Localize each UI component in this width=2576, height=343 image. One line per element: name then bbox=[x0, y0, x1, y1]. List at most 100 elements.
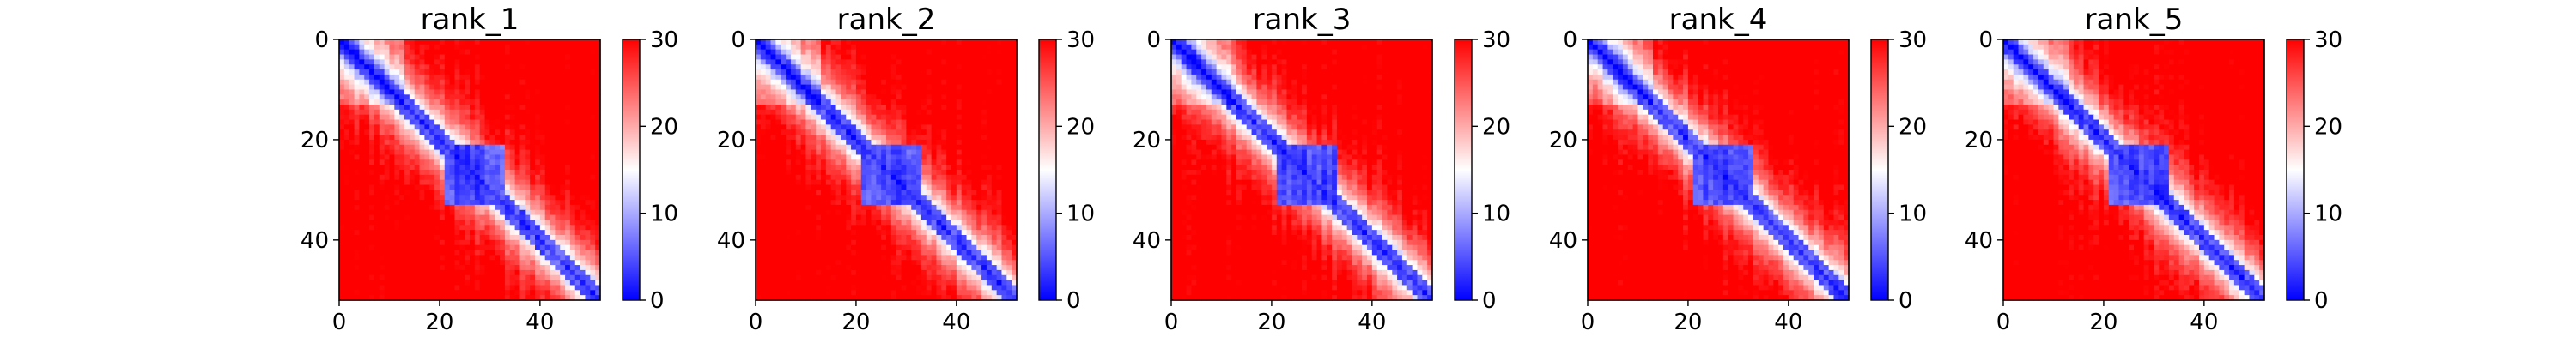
heatmap-cell bbox=[454, 250, 460, 256]
heatmap-cell bbox=[851, 39, 857, 45]
heatmap-cell bbox=[890, 200, 897, 206]
heatmap-cell bbox=[770, 170, 776, 176]
heatmap-cell bbox=[565, 89, 571, 95]
heatmap-cell bbox=[841, 109, 847, 116]
heatmap-cell bbox=[354, 124, 360, 130]
heatmap-cell bbox=[409, 204, 416, 211]
heatmap-cell bbox=[555, 174, 561, 181]
heatmap-cell bbox=[956, 165, 963, 171]
heatmap-cell bbox=[590, 79, 596, 86]
heatmap-cell bbox=[881, 209, 887, 216]
heatmap-cell bbox=[790, 184, 797, 190]
heatmap-cell bbox=[996, 149, 1003, 156]
heatmap-cell bbox=[876, 144, 882, 151]
heatmap-cell bbox=[920, 220, 927, 226]
heatmap-cell bbox=[830, 195, 837, 201]
heatmap-cell bbox=[470, 250, 476, 256]
heatmap-cell bbox=[399, 295, 405, 301]
heatmap-cell bbox=[961, 84, 968, 91]
heatmap-cell bbox=[495, 250, 501, 256]
heatmap-cell bbox=[580, 39, 586, 45]
heatmap-cell bbox=[1012, 119, 1018, 125]
heatmap-cell bbox=[474, 255, 481, 261]
heatmap-cell bbox=[379, 235, 386, 241]
heatmap-cell bbox=[951, 49, 957, 56]
heatmap-cell bbox=[339, 200, 345, 206]
heatmap-cell bbox=[1012, 230, 1018, 236]
heatmap-cell bbox=[951, 99, 957, 105]
heatmap-cell bbox=[465, 124, 471, 130]
heatmap-cell bbox=[800, 204, 807, 211]
heatmap-cell bbox=[906, 184, 912, 190]
heatmap-cell bbox=[530, 89, 536, 95]
heatmap-cell bbox=[399, 184, 405, 190]
heatmap-cell bbox=[795, 170, 802, 176]
heatmap-cell bbox=[409, 135, 416, 141]
heatmap-cell bbox=[811, 195, 817, 201]
heatmap-cell bbox=[996, 39, 1003, 45]
heatmap-cell bbox=[986, 99, 993, 105]
heatmap-cell bbox=[830, 174, 837, 181]
heatmap-cell bbox=[971, 195, 977, 201]
heatmap-cell bbox=[474, 105, 481, 111]
heatmap-cell bbox=[1012, 74, 1018, 81]
heatmap-cell bbox=[946, 129, 952, 135]
heatmap-cell bbox=[509, 235, 516, 241]
heatmap-cell bbox=[580, 204, 586, 211]
heatmap-cell bbox=[860, 94, 867, 100]
heatmap-cell bbox=[419, 154, 425, 160]
heatmap-cell bbox=[911, 225, 917, 231]
heatmap-cell bbox=[399, 99, 405, 105]
heatmap-cell bbox=[956, 44, 963, 51]
heatmap-cell bbox=[976, 94, 982, 100]
heatmap-cell bbox=[414, 200, 421, 206]
heatmap-cell bbox=[871, 170, 877, 176]
heatmap-cell bbox=[996, 190, 1003, 196]
heatmap-cell bbox=[495, 225, 501, 231]
heatmap-cell bbox=[765, 39, 772, 45]
heatmap-cell bbox=[444, 165, 451, 171]
heatmap-cell bbox=[941, 225, 947, 231]
heatmap-cell bbox=[890, 59, 897, 65]
heatmap-cell bbox=[906, 239, 912, 246]
heatmap-cell bbox=[585, 105, 591, 111]
heatmap-cell bbox=[951, 54, 957, 60]
heatmap-cell bbox=[500, 235, 506, 241]
heatmap-cell bbox=[961, 109, 968, 116]
heatmap-cell bbox=[976, 119, 982, 125]
heatmap-cell bbox=[484, 165, 490, 171]
heatmap-cell bbox=[765, 174, 772, 181]
heatmap-cell bbox=[580, 114, 586, 121]
heatmap-cell bbox=[399, 179, 405, 186]
heatmap-cell bbox=[474, 149, 481, 156]
heatmap-cell bbox=[956, 39, 963, 45]
heatmap-cell bbox=[474, 114, 481, 121]
heatmap-cell bbox=[404, 154, 410, 160]
heatmap-cell bbox=[389, 295, 395, 301]
heatmap-cell bbox=[550, 255, 556, 261]
heatmap-cell bbox=[931, 59, 938, 65]
heatmap-cell bbox=[550, 195, 556, 201]
heatmap-cell bbox=[886, 184, 892, 190]
heatmap-cell bbox=[369, 200, 375, 206]
heatmap-cell bbox=[961, 69, 968, 75]
heatmap-cell bbox=[1012, 200, 1018, 206]
heatmap-cell bbox=[384, 285, 391, 291]
heatmap-cell bbox=[800, 184, 807, 190]
heatmap-cell bbox=[429, 170, 435, 176]
heatmap-cell bbox=[434, 69, 440, 75]
heatmap-cell bbox=[890, 135, 897, 141]
heatmap-cell bbox=[369, 64, 375, 70]
heatmap-cell bbox=[775, 94, 781, 100]
heatmap-cell bbox=[369, 49, 375, 56]
heatmap-cell bbox=[966, 195, 972, 201]
heatmap-cell bbox=[484, 39, 490, 45]
heatmap-cell bbox=[379, 124, 386, 130]
heatmap-cell bbox=[449, 280, 456, 286]
heatmap-cell bbox=[359, 139, 365, 146]
heatmap-cell bbox=[825, 239, 832, 246]
heatmap-cell bbox=[775, 119, 781, 125]
heatmap-cell bbox=[805, 214, 811, 221]
colorbar-tick-label: 20 bbox=[650, 114, 678, 140]
heatmap-cell bbox=[886, 255, 892, 261]
